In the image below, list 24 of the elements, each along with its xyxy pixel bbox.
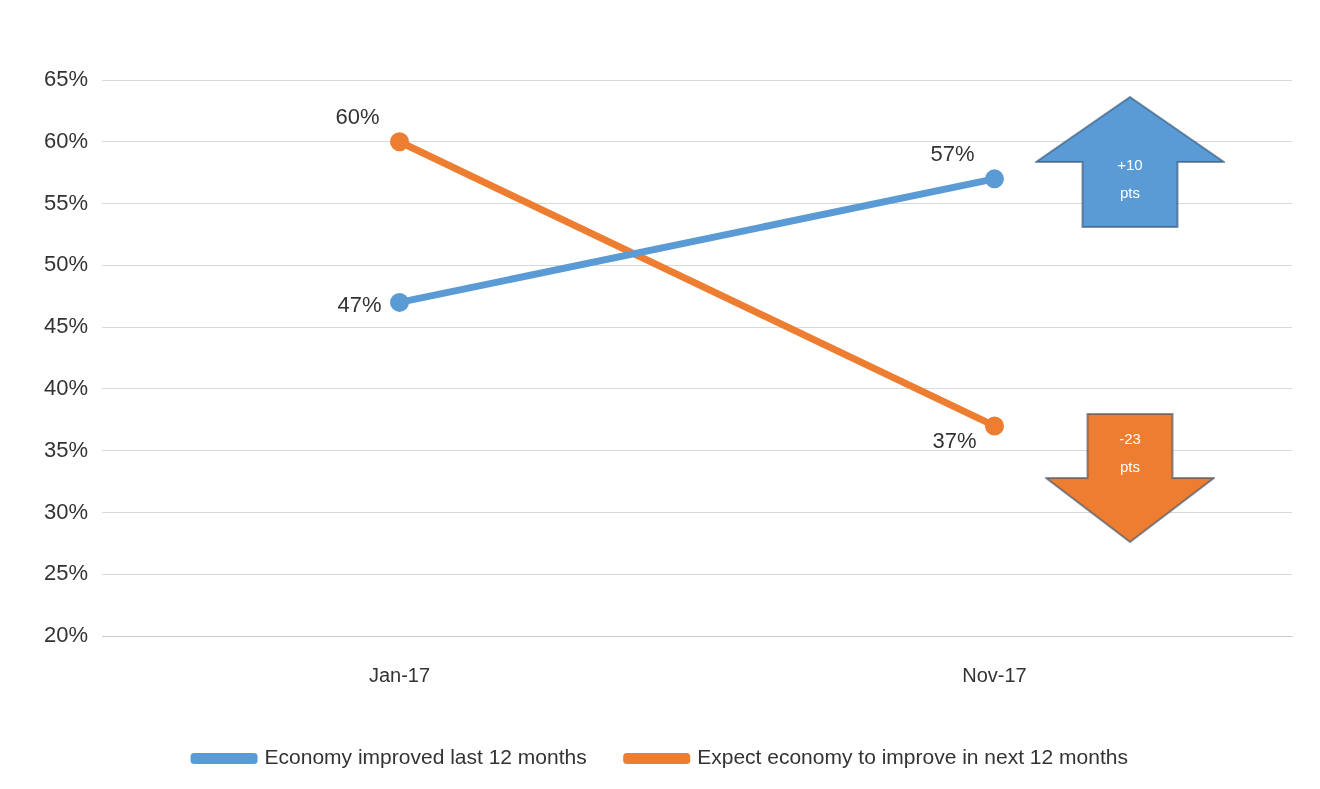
annotation: +10 pts	[1116, 155, 1144, 204]
annotation: -23 pts	[1118, 429, 1142, 477]
x-tick-label: Nov-17	[962, 663, 1027, 686]
x-tick-label: Jan-17	[368, 663, 431, 686]
point	[390, 132, 410, 152]
data-label: 60%	[335, 103, 380, 129]
y-tick-label: 65%	[43, 66, 89, 92]
y-tick-label: 60%	[43, 127, 89, 153]
legend-label: Economy improved last 12 months	[264, 745, 587, 769]
y-tick-label: 50%	[43, 251, 89, 277]
y-tick-label: 25%	[43, 560, 89, 586]
data-label: 47%	[337, 292, 382, 318]
point	[985, 169, 1005, 189]
data-label: 37%	[932, 428, 977, 454]
y-tick-label: 45%	[43, 313, 89, 339]
y-tick-label: 20%	[43, 622, 89, 648]
point	[390, 292, 410, 312]
y-tick-label: 55%	[43, 189, 89, 215]
data-label: 57%	[930, 140, 975, 166]
legend-label: Expect economy to improve in next 12 months	[697, 745, 1128, 769]
y-tick-label: 30%	[43, 498, 89, 524]
point	[985, 416, 1005, 436]
y-tick-label: 35%	[43, 436, 89, 462]
y-tick-label: 40%	[43, 374, 89, 400]
